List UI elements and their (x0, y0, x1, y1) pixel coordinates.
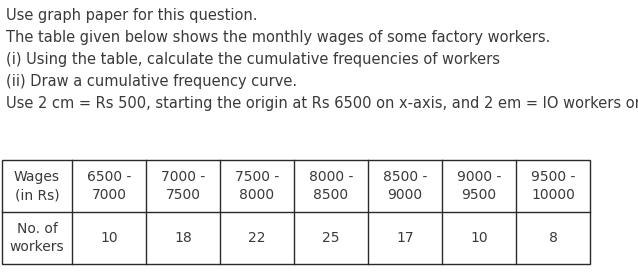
Text: Wages
(in Rs): Wages (in Rs) (14, 170, 60, 202)
Text: 6500 -
7000: 6500 - 7000 (87, 170, 131, 202)
Text: 10: 10 (470, 231, 488, 245)
Text: Use graph paper for this question.: Use graph paper for this question. (6, 8, 258, 23)
Text: 10: 10 (100, 231, 118, 245)
Text: 25: 25 (322, 231, 340, 245)
Text: 18: 18 (174, 231, 192, 245)
Text: (i) Using the table, calculate the cumulative frequencies of workers: (i) Using the table, calculate the cumul… (6, 52, 500, 67)
Text: 7000 -
7500: 7000 - 7500 (161, 170, 205, 202)
Text: 8: 8 (549, 231, 558, 245)
Text: Use 2 cm = Rs 500, starting the origin at Rs 6500 on x-axis, and 2 em = IO worke: Use 2 cm = Rs 500, starting the origin a… (6, 96, 638, 111)
Text: 7500 -
8000: 7500 - 8000 (235, 170, 279, 202)
Text: No. of
workers: No. of workers (10, 222, 64, 254)
Text: 17: 17 (396, 231, 414, 245)
Text: 8000 -
8500: 8000 - 8500 (309, 170, 353, 202)
Bar (2, 160, 590, 264)
Text: 22: 22 (248, 231, 266, 245)
Text: The table given below shows the monthly wages of some factory workers.: The table given below shows the monthly … (6, 30, 551, 45)
Text: 9500 -
10000: 9500 - 10000 (531, 170, 575, 202)
Text: (ii) Draw a cumulative frequency curve.: (ii) Draw a cumulative frequency curve. (6, 74, 297, 89)
Text: 8500 -
9000: 8500 - 9000 (383, 170, 427, 202)
Text: 9000 -
9500: 9000 - 9500 (457, 170, 501, 202)
